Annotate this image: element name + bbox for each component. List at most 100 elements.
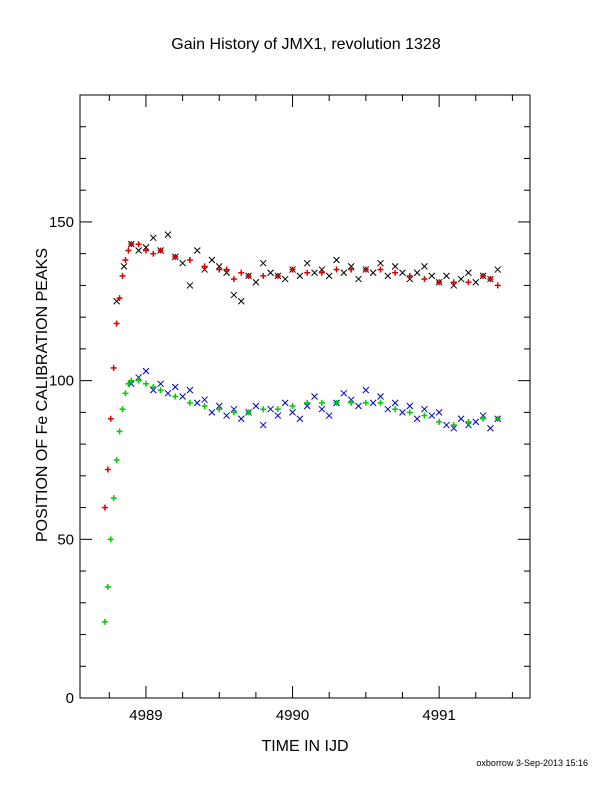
x-tick-label: 4990 [276,707,309,724]
plus-point [333,266,340,273]
cross-point [318,266,326,273]
plus-point [107,536,114,543]
cross-point [303,402,311,410]
plus-point [304,399,311,406]
plus-point [362,399,369,406]
point-stroke [267,405,274,413]
point-stroke [281,399,289,407]
point-stroke [237,415,245,423]
cross-point [281,399,289,407]
cross-point [193,247,201,254]
plus-point [450,279,457,286]
point-stroke [311,393,318,400]
cross-point [457,415,465,423]
plus-point [125,247,132,254]
point-stroke [435,409,443,416]
plus-point [274,406,281,413]
cross-point [230,291,238,299]
cross-point [428,412,436,419]
point-stroke [333,256,340,264]
cross-point [428,272,436,280]
point-stroke [201,396,208,404]
point-stroke [201,266,208,273]
cross-point [142,243,150,251]
plus-point [230,409,237,416]
plus-point [377,266,384,273]
cross-point [186,386,194,394]
point-stroke [413,415,421,423]
cross-point [487,424,494,432]
plus-point [450,422,457,429]
point-stroke [472,418,480,426]
cross-point [340,389,348,397]
point-stroke [230,291,238,299]
plus-point [201,263,208,270]
plus-point [150,250,157,257]
point-stroke [149,234,157,242]
plus-point [104,466,111,473]
cross-point [201,266,208,273]
plus-point [480,415,487,422]
cross-point [296,415,304,423]
cross-point [311,393,318,400]
point-stroke [421,405,428,413]
cross-point [311,269,318,277]
point-stroke [421,263,428,270]
plus-point [480,272,487,279]
cross-point [384,272,392,280]
point-stroke [208,409,216,416]
point-stroke [223,269,230,277]
point-stroke [443,272,450,280]
cross-point [435,409,443,416]
point-stroke [369,399,377,407]
plus-point [113,456,120,463]
point-stroke [399,409,406,416]
point-stroke [347,396,355,404]
point-stroke [472,278,480,286]
cross-point [237,415,245,423]
cross-point [135,247,142,254]
plus-point [101,504,108,511]
cross-point [157,380,164,388]
cross-point [142,367,150,375]
plus-point [128,241,135,248]
plus-point [245,272,252,279]
point-stroke [428,272,436,280]
cross-point [479,412,487,419]
plus-point [348,399,355,406]
plus-point [119,406,126,413]
plus-point [377,399,384,406]
point-stroke [142,243,150,251]
point-stroke [142,367,150,375]
plus-point [110,364,117,371]
plus-point [116,295,123,302]
cross-point [120,263,128,270]
point-stroke [252,402,260,410]
point-stroke [281,275,289,283]
plus-point [348,266,355,273]
point-stroke [135,247,142,254]
point-stroke [377,393,384,400]
cross-point [406,402,414,410]
point-stroke [399,269,406,277]
cross-point [465,421,472,429]
point-stroke [457,415,465,423]
cross-point [347,263,355,270]
cross-point [421,405,428,413]
cross-point [171,383,179,391]
point-stroke [391,263,399,270]
cross-point [457,275,465,283]
cross-point [259,421,267,429]
plus-point [186,257,193,264]
point-stroke [164,389,172,397]
point-stroke [347,263,355,270]
x-axis-label: TIME IN IJD [261,738,349,755]
plus-point [392,406,399,413]
plus-point [487,276,494,283]
cross-point [252,402,260,410]
plus-point [318,269,325,276]
cross-point [135,374,142,381]
plus-point [230,276,237,283]
cross-point [347,396,355,404]
plus-point [436,418,443,425]
